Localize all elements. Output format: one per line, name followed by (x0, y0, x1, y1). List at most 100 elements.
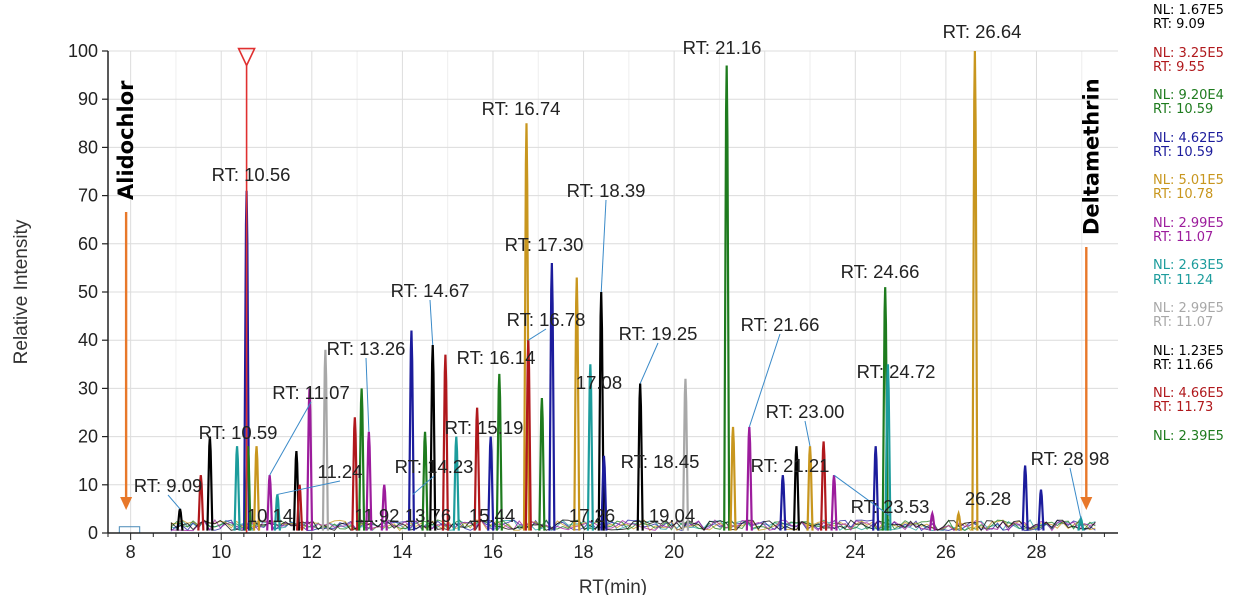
legend-entry: NL: 4.62E5 RT: 10.59 (1153, 130, 1245, 160)
peak-trace (723, 65, 731, 531)
x-tick-label: 14 (392, 542, 412, 562)
annotation-label: Alidochlor (114, 80, 138, 200)
y-tick-label: 40 (78, 330, 98, 350)
legend-nl: NL: 9.20E4 (1153, 88, 1224, 104)
label-leader-line (167, 494, 181, 510)
legend-rt: RT: 10.78 (1153, 187, 1214, 203)
rt-label: RT: 28.98 (1031, 448, 1110, 469)
legend-entry: NL: 1.67E5 RT: 9.09 (1153, 3, 1245, 32)
peak-trace (806, 446, 814, 531)
peak-trace (473, 407, 481, 531)
legend-entry: NL: 2.39E5 (1153, 429, 1245, 444)
legend-rt: RT: 10.59 (1153, 102, 1214, 118)
peak-trace (522, 123, 531, 531)
legend-rt: RT: 11.24 (1153, 272, 1214, 288)
peak-trace (971, 50, 979, 531)
legend-rt: RT: 11.66 (1153, 357, 1214, 373)
rt-label: RT: 18.39 (567, 180, 646, 201)
y-tick-label: 0 (88, 523, 98, 543)
peak-trace (538, 397, 546, 531)
baseline-traces (118, 519, 1096, 534)
rt-label: RT: 26.64 (943, 21, 1022, 42)
peak-trace (295, 484, 304, 531)
legend-nl: NL: 4.62E5 (1153, 130, 1224, 146)
rt-label: RT: 18.45 (621, 451, 700, 472)
rt-label: RT: 14.67 (391, 280, 470, 301)
legend-nl: NL: 4.66E5 (1153, 386, 1224, 402)
peak-trace (928, 509, 936, 531)
label-leader-line (639, 342, 659, 384)
rt-label: 11.92 (355, 505, 400, 526)
label-leader-line (804, 420, 811, 447)
peak-marker (237, 47, 256, 533)
legend-rt: RT: 11.73 (1153, 400, 1214, 416)
peak-trace (206, 436, 214, 531)
rt-label: RT: 9.09 (134, 475, 203, 496)
x-tick-label: 12 (302, 542, 322, 562)
label-leader-line (833, 474, 891, 517)
legend-rt: RT: 11.07 (1153, 230, 1214, 245)
marker-triangle-icon (237, 47, 256, 68)
grid-lines (108, 50, 1118, 534)
y-tick-label: 60 (78, 234, 98, 254)
peak-trace (452, 436, 460, 531)
legend-entry: NL: 2.99E5 RT: 11.07 (1153, 215, 1245, 245)
rt-label: RT: 21.16 (683, 37, 762, 58)
peak-trace (358, 388, 366, 531)
rt-label: RT: 13.26 (327, 338, 406, 359)
peak-trace (779, 475, 787, 531)
peak-trace (365, 431, 373, 531)
rt-label: RT: 14.23 (395, 456, 474, 477)
label-leader-line (748, 333, 781, 428)
x-tick-label: 24 (845, 542, 865, 562)
peak-trace (252, 446, 261, 531)
rt-label: RT: 19.25 (619, 323, 698, 344)
baseline-box (118, 526, 141, 534)
peak-trace (321, 349, 329, 531)
rt-label: RT: 15.19 (445, 417, 524, 438)
peak-trace (487, 436, 495, 531)
legend-nl: NL: 2.99E5 (1153, 300, 1224, 316)
baseline-trace (170, 519, 1096, 532)
legend-entry: NL: 9.20E4 RT: 10.59 (1153, 88, 1245, 118)
peak-trace (1037, 489, 1045, 531)
peak-trace (820, 441, 828, 531)
legend-nl: NL: 2.99E5 (1153, 215, 1224, 231)
label-leader-line (365, 357, 370, 432)
x-tick-label: 10 (211, 542, 231, 562)
label-leader-line (269, 401, 312, 476)
peak-trace (421, 431, 429, 531)
peak-trace (380, 484, 388, 531)
legend-entry: NL: 3.25E5 RT: 9.55 (1153, 46, 1245, 75)
label-leader-line (1069, 467, 1082, 519)
rt-label: 10.14 (247, 505, 293, 526)
peak-trace (600, 455, 608, 531)
peak-trace (441, 354, 450, 531)
rt-label: 26.28 (965, 488, 1011, 509)
legend-rt: RT: 10.59 (1153, 144, 1214, 160)
rt-label: RT: 17.30 (505, 234, 584, 255)
peak-trace (830, 475, 838, 531)
x-tick-label: 8 (126, 542, 136, 562)
y-tick-label: 90 (78, 89, 98, 109)
rt-label: RT: 21.66 (741, 314, 820, 335)
label-leader-line (277, 480, 341, 495)
peak-trace (495, 373, 503, 531)
rt-label: RT: 24.72 (857, 361, 936, 382)
compound-annotations: Alidochlor Deltamethrin (114, 78, 1103, 510)
rt-label: RT: 10.59 (199, 422, 278, 443)
rt-label: RT: 10.56 (212, 164, 291, 185)
peak-trace (884, 364, 892, 531)
rt-labels: RT: 9.09 RT: 10.56 RT: 10.59 RT: 11.07 11.24… (134, 21, 1110, 526)
legend-entry: NL: 1.23E5 RT: 11.66 (1153, 344, 1245, 373)
x-tick-label: 26 (936, 542, 956, 562)
rt-label: 15.44 (469, 505, 515, 526)
legend-entry: NL: 4.66E5 RT: 11.73 (1153, 386, 1245, 416)
peak-trace (792, 446, 801, 531)
legend-nl: NL: 2.63E5 (1153, 258, 1224, 274)
peak-trace (233, 446, 241, 531)
rt-label: 19.04 (649, 505, 695, 526)
legend-entry: NL: 5.01E5 RT: 10.78 (1153, 174, 1245, 203)
y-axis-label: Relative Intensity (11, 219, 32, 364)
axes: 0 10 20 30 40 50 60 70 80 90 100 8 10 12 14 16 18 20 22 24 2… (68, 41, 1118, 562)
